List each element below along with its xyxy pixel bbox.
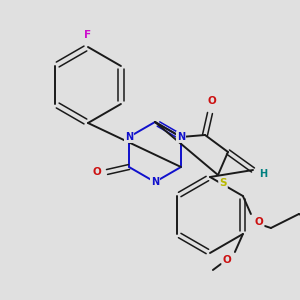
Text: N: N (177, 132, 185, 142)
Text: S: S (219, 178, 227, 188)
Text: O: O (208, 96, 216, 106)
Text: H: H (259, 169, 267, 179)
Text: O: O (223, 255, 231, 265)
Text: O: O (254, 217, 263, 227)
Text: O: O (93, 167, 101, 177)
Text: F: F (84, 30, 92, 40)
Text: N: N (125, 132, 133, 142)
Text: N: N (151, 177, 159, 187)
